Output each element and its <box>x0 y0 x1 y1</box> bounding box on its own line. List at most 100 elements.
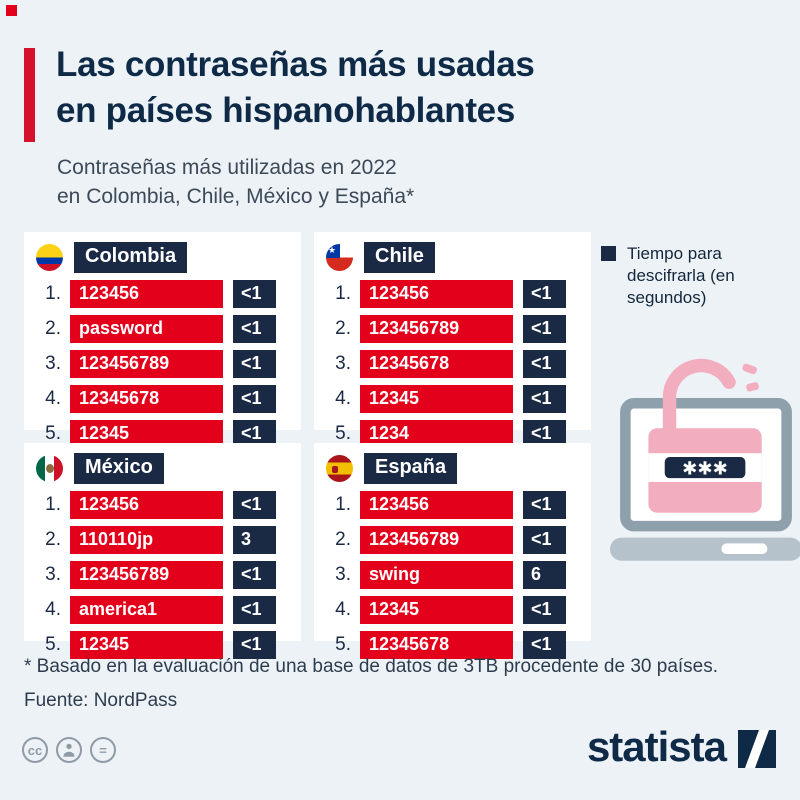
espana-flag-icon <box>326 455 353 482</box>
password-row: 1. 123456 <1 <box>36 280 289 308</box>
crack-time-value: <1 <box>523 350 566 378</box>
country-name: México <box>74 453 164 484</box>
rank-label: 3. <box>335 353 351 374</box>
no-derivs-equals-icon: = <box>90 737 116 763</box>
password-value: 123456 <box>70 491 223 519</box>
legend-label: Tiempo para descifrarla (en segundos) <box>627 244 735 308</box>
rank-label: 1. <box>335 494 351 515</box>
crack-time-value: <1 <box>233 350 276 378</box>
rank-label: 1. <box>45 283 61 304</box>
country-name: España <box>364 453 458 484</box>
mexico-flag-icon <box>36 455 63 482</box>
password-box <box>664 457 746 479</box>
panel-header: España <box>326 453 579 484</box>
chile-flag-icon: ★ <box>326 244 353 271</box>
rank-label: 1. <box>45 494 61 515</box>
password-row: 2. 123456789 <1 <box>326 526 579 554</box>
password-row: 2. password <1 <box>36 315 289 343</box>
country-panel-chile: ★ Chile 1. 123456 <1 2. 123456789 <1 3. 12345678 <… <box>314 232 591 448</box>
crack-time-value: <1 <box>523 631 566 659</box>
title-accent-bar <box>24 48 35 142</box>
password-row: 4. america1 <1 <box>36 596 289 624</box>
country-panels-grid: Colombia 1. 123456 <1 2. password <1 3. 12345678… <box>24 232 591 659</box>
crack-time-value: 6 <box>523 561 566 589</box>
crack-time-value: <1 <box>233 631 276 659</box>
statista-logo-mark-icon <box>738 730 776 768</box>
crack-time-value: <1 <box>233 491 276 519</box>
country-name: Chile <box>364 242 435 273</box>
password-row: 5. 12345678 <1 <box>326 631 579 659</box>
password-row: 4. 12345 <1 <box>326 596 579 624</box>
password-value: 12345 <box>70 631 223 659</box>
password-value: 12345678 <box>360 350 513 378</box>
password-row: 3. swing 6 <box>326 561 579 589</box>
corner-mark <box>6 5 17 16</box>
lock-shackle <box>662 358 736 441</box>
panel-header: ★ Chile <box>326 242 579 273</box>
page-subtitle: Contraseñas más utilizadas en 2022 en Co… <box>57 153 414 212</box>
rank-label: 2. <box>335 529 351 550</box>
crack-time-value: <1 <box>233 596 276 624</box>
crack-time-value: <1 <box>523 280 566 308</box>
password-value: 12345 <box>360 385 513 413</box>
statista-wordmark: statista <box>586 723 727 770</box>
password-value: 12345678 <box>70 385 223 413</box>
crack-time-value: <1 <box>233 385 276 413</box>
crack-time-value: 3 <box>233 526 276 554</box>
rank-label: 4. <box>45 599 61 620</box>
panel-header: Colombia <box>36 242 289 273</box>
laptop-base <box>610 537 800 561</box>
attribution-person-icon <box>56 737 82 763</box>
password-value: america1 <box>70 596 223 624</box>
crack-time-value: <1 <box>523 315 566 343</box>
asterisks-glyphs: ✱✱✱ <box>682 458 728 479</box>
country-panel-mexico: México 1. 123456 <1 2. 110110jp 3 3. 123456789 <1… <box>24 443 301 659</box>
crack-time-value: <1 <box>233 561 276 589</box>
rank-label: 1. <box>335 283 351 304</box>
password-row: 4. 12345678 <1 <box>36 385 289 413</box>
title-line-1: Las contraseñas más usadas <box>56 45 535 84</box>
rank-label: 2. <box>45 529 61 550</box>
password-row: 1. 123456 <1 <box>36 491 289 519</box>
password-value: 123456 <box>70 280 223 308</box>
crack-time-value: <1 <box>233 315 276 343</box>
rank-label: 5. <box>335 634 351 655</box>
legend: Tiempo para descifrarla (en segundos) <box>601 243 786 309</box>
password-value: 123456 <box>360 491 513 519</box>
rank-label: 2. <box>45 318 61 339</box>
password-value: 110110jp <box>70 526 223 554</box>
country-panel-colombia: Colombia 1. 123456 <1 2. password <1 3. 12345678… <box>24 232 301 448</box>
rank-label: 2. <box>335 318 351 339</box>
password-value: password <box>70 315 223 343</box>
rank-label: 3. <box>45 353 61 374</box>
creative-commons-icon: cc <box>22 737 48 763</box>
crack-time-value: <1 <box>233 280 276 308</box>
person-glyph <box>63 743 75 757</box>
password-row: 3. 123456789 <1 <box>36 350 289 378</box>
rank-label: 5. <box>45 634 61 655</box>
laptop-base-notch <box>721 543 768 554</box>
password-row: 2. 123456789 <1 <box>326 315 579 343</box>
crack-time-value: <1 <box>523 596 566 624</box>
password-row: 3. 12345678 <1 <box>326 350 579 378</box>
crack-time-value: <1 <box>523 526 566 554</box>
legend-swatch-icon <box>601 246 616 261</box>
crack-time-value: <1 <box>523 491 566 519</box>
password-value: 123456789 <box>360 526 513 554</box>
password-row: 2. 110110jp 3 <box>36 526 289 554</box>
rank-label: 4. <box>45 388 61 409</box>
rank-label: 4. <box>335 388 351 409</box>
chile-flag-star-icon: ★ <box>328 245 337 255</box>
footnote: * Basado en la evaluación de una base de… <box>24 656 719 677</box>
password-row: 1. 123456 <1 <box>326 491 579 519</box>
rank-label: 5. <box>45 423 61 444</box>
password-value: 123456 <box>360 280 513 308</box>
title-line-2: en países hispanohablantes <box>56 91 516 131</box>
password-value: 12345678 <box>360 631 513 659</box>
country-name: Colombia <box>74 242 188 273</box>
rank-label: 4. <box>335 599 351 620</box>
subtitle-line-1: Contraseñas más utilizadas en 2022 <box>57 156 397 179</box>
license-icons: cc = <box>22 737 116 763</box>
source-label: Fuente: NordPass <box>24 690 178 711</box>
